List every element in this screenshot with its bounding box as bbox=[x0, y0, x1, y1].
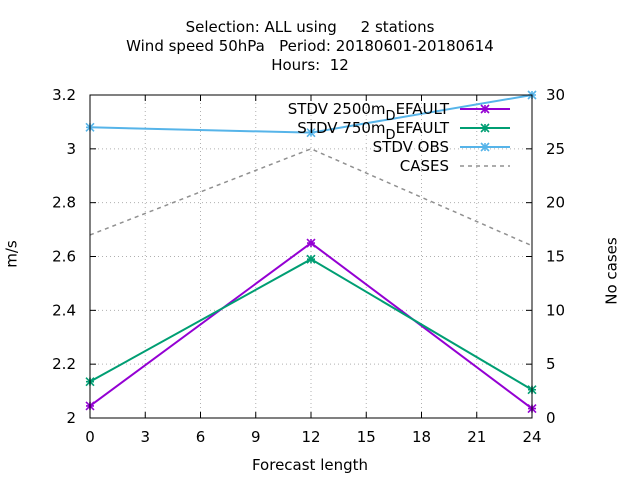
legend-label-cases: CASES bbox=[400, 157, 449, 175]
y-tick-label: 2.4 bbox=[52, 301, 76, 319]
data-point-stdv-obs bbox=[306, 128, 316, 138]
y2-tick-label: 0 bbox=[546, 409, 556, 427]
chart-title-line-3: Hours: 12 bbox=[271, 56, 349, 74]
y-axis-label-left: m/s bbox=[2, 240, 21, 268]
y-tick-label: 3 bbox=[66, 140, 76, 158]
x-axis-label: Forecast length bbox=[251, 456, 369, 474]
y2-tick-label: 20 bbox=[546, 194, 565, 212]
x-tick-label: 15 bbox=[357, 428, 376, 446]
x-tick-label: 18 bbox=[412, 428, 431, 446]
x-tick-label: 21 bbox=[467, 428, 486, 446]
x-tick-label: 9 bbox=[251, 428, 261, 446]
y-tick-label: 3.2 bbox=[52, 86, 76, 104]
chart-title-line-2: Wind speed 50hPa Period: 20180601-201806… bbox=[126, 37, 494, 55]
x-tick-label: 24 bbox=[522, 428, 541, 446]
plot-frame bbox=[89, 94, 533, 419]
y-axis-label-right: No cases bbox=[602, 237, 621, 305]
y-tick-label: 2.6 bbox=[52, 248, 76, 266]
x-tick-label: 6 bbox=[196, 428, 206, 446]
y2-tick-label: 5 bbox=[546, 355, 556, 373]
y2-tick-label: 15 bbox=[546, 248, 565, 266]
y-tick-label: 2.8 bbox=[52, 194, 76, 212]
y2-tick-label: 30 bbox=[546, 86, 565, 104]
legend-marker-stdv-2500m-default bbox=[480, 104, 490, 114]
y2-tick-label: 10 bbox=[546, 301, 565, 319]
data-point-stdv-750m-default bbox=[306, 254, 316, 264]
x-tick-label: 12 bbox=[301, 428, 320, 446]
chart-title-line-1: Selection: ALL using 2 stations bbox=[185, 18, 435, 36]
data-point-stdv-2500m-default bbox=[306, 238, 316, 248]
x-tick-label: 3 bbox=[140, 428, 150, 446]
y2-tick-label: 25 bbox=[546, 140, 565, 158]
legend-label-stdv-750m-default: STDV 750mDEFAULT bbox=[297, 119, 450, 143]
legend-marker-stdv-obs bbox=[480, 142, 490, 152]
y-tick-label: 2 bbox=[66, 409, 76, 427]
legend-marker-stdv-750m-default bbox=[480, 123, 490, 133]
y-tick-label: 2.2 bbox=[52, 355, 76, 373]
series-line-stdv-750m-default bbox=[89, 258, 533, 391]
x-tick-label: 0 bbox=[85, 428, 95, 446]
legend-label-stdv-obs: STDV OBS bbox=[373, 138, 449, 156]
legend-label-stdv-2500m-default: STDV 2500mDEFAULT bbox=[288, 100, 450, 124]
